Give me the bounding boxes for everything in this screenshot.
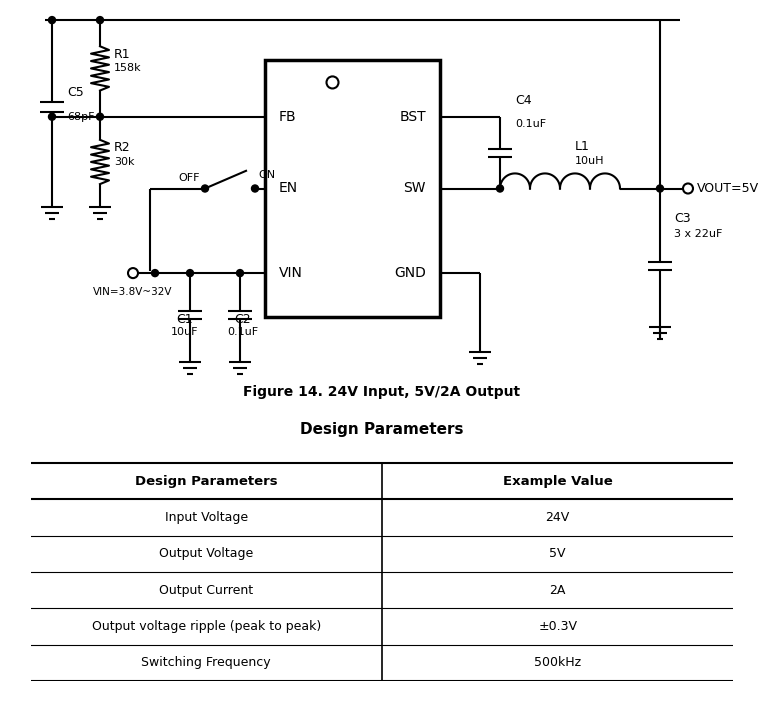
Text: EN: EN — [279, 182, 298, 195]
Text: R2: R2 — [114, 141, 131, 154]
Circle shape — [326, 77, 338, 88]
Text: Switching Frequency: Switching Frequency — [141, 656, 271, 669]
Text: OFF: OFF — [179, 173, 200, 183]
Text: Design Parameters: Design Parameters — [135, 475, 277, 488]
Circle shape — [48, 17, 56, 24]
Text: 0.1uF: 0.1uF — [228, 327, 258, 338]
Text: 5V: 5V — [549, 548, 566, 560]
Text: Design Parameters: Design Parameters — [300, 423, 464, 437]
Text: VOUT=5V: VOUT=5V — [697, 182, 759, 195]
Circle shape — [683, 183, 693, 194]
Text: ON: ON — [258, 171, 275, 180]
Text: ±0.3V: ±0.3V — [538, 620, 578, 633]
Text: VIN: VIN — [279, 266, 303, 280]
Text: Output Current: Output Current — [159, 583, 254, 597]
Text: C3: C3 — [674, 212, 691, 225]
Circle shape — [237, 270, 244, 277]
Text: VIN=3.8V~32V: VIN=3.8V~32V — [93, 287, 173, 297]
Text: R1: R1 — [114, 48, 131, 61]
Text: 500kHz: 500kHz — [534, 656, 581, 669]
Text: Figure 14. 24V Input, 5V/2A Output: Figure 14. 24V Input, 5V/2A Output — [244, 385, 520, 399]
Text: FB: FB — [279, 110, 296, 124]
Text: C2: C2 — [235, 313, 251, 326]
Text: C4: C4 — [515, 93, 532, 107]
Circle shape — [96, 113, 103, 120]
Text: GND: GND — [394, 266, 426, 280]
Text: 68pF: 68pF — [67, 112, 95, 121]
Circle shape — [497, 185, 503, 192]
Text: 10uF: 10uF — [171, 327, 199, 338]
Circle shape — [96, 17, 103, 24]
Text: Input Voltage: Input Voltage — [165, 511, 248, 524]
Text: L1: L1 — [575, 140, 590, 153]
Text: Output voltage ripple (peak to peak): Output voltage ripple (peak to peak) — [92, 620, 321, 633]
Circle shape — [186, 270, 193, 277]
Text: C5: C5 — [67, 86, 84, 98]
Text: 2A: 2A — [549, 583, 566, 597]
Text: C1: C1 — [176, 313, 193, 326]
Text: Output Voltage: Output Voltage — [159, 548, 254, 560]
Text: SW: SW — [403, 182, 426, 195]
Text: 10uH: 10uH — [575, 157, 604, 166]
Circle shape — [251, 185, 258, 192]
Text: Example Value: Example Value — [503, 475, 613, 488]
Circle shape — [202, 185, 209, 192]
Circle shape — [128, 268, 138, 278]
Text: 24V: 24V — [545, 511, 570, 524]
Text: BST: BST — [400, 110, 426, 124]
Circle shape — [656, 185, 663, 192]
Text: 158k: 158k — [114, 63, 141, 74]
Circle shape — [48, 113, 56, 120]
Bar — [265, 60, 440, 317]
Circle shape — [151, 270, 158, 277]
Text: 30k: 30k — [114, 157, 134, 167]
Text: 3 x 22uF: 3 x 22uF — [674, 229, 723, 239]
Text: 0.1uF: 0.1uF — [515, 119, 546, 128]
